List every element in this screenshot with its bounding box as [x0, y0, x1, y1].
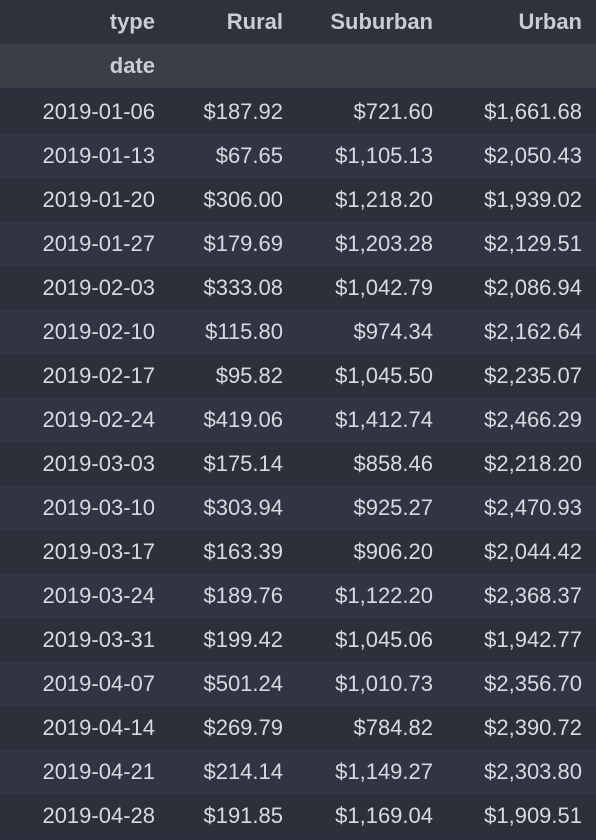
cell-urban: $2,050.43	[484, 143, 582, 168]
cell-urban: $2,235.07	[484, 363, 582, 388]
row-date: 2019-02-10	[42, 319, 155, 344]
cell-suburban: $1,218.20	[335, 187, 433, 212]
column-header-rural: Rural	[226, 9, 283, 34]
row-date: 2019-01-27	[42, 231, 155, 256]
row-date: 2019-01-20	[42, 187, 155, 212]
cell-rural: $179.69	[203, 231, 283, 256]
table-row: 2019-01-27 $179.69 $1,203.28 $2,129.51	[0, 222, 596, 266]
row-date: 2019-03-17	[42, 539, 155, 564]
table-row: 2019-03-31 $199.42 $1,045.06 $1,942.77	[0, 618, 596, 662]
cell-rural: $333.08	[203, 275, 283, 300]
cell-rural: $214.14	[203, 759, 283, 784]
column-header-urban: Urban	[518, 9, 582, 34]
cell-urban: $2,390.72	[484, 715, 582, 740]
cell-rural: $306.00	[203, 187, 283, 212]
table-row: 2019-03-24 $189.76 $1,122.20 $2,368.37	[0, 574, 596, 618]
cell-suburban: $1,412.74	[335, 407, 433, 432]
cell-suburban: $1,203.28	[335, 231, 433, 256]
cell-rural: $269.79	[203, 715, 283, 740]
cell-rural: $501.24	[203, 671, 283, 696]
table-row: 2019-04-14 $269.79 $784.82 $2,390.72	[0, 706, 596, 750]
row-date: 2019-02-17	[42, 363, 155, 388]
cell-suburban: $1,149.27	[335, 759, 433, 784]
row-date: 2019-03-03	[42, 451, 155, 476]
cell-urban: $2,218.20	[484, 451, 582, 476]
cell-urban: $1,909.51	[484, 803, 582, 828]
cell-rural: $419.06	[203, 407, 283, 432]
cell-rural: $189.76	[203, 583, 283, 608]
column-header-suburban: Suburban	[330, 9, 433, 34]
cell-suburban: $1,122.20	[335, 583, 433, 608]
cell-urban: $2,129.51	[484, 231, 582, 256]
table-row: 2019-04-07 $501.24 $1,010.73 $2,356.70	[0, 662, 596, 706]
cell-urban: $2,303.80	[484, 759, 582, 784]
table-row: 2019-01-06 $187.92 $721.60 $1,661.68	[0, 90, 596, 134]
cell-suburban: $1,169.04	[335, 803, 433, 828]
cell-rural: $187.92	[203, 99, 283, 124]
cell-urban: $2,470.93	[484, 495, 582, 520]
row-date: 2019-01-06	[42, 99, 155, 124]
row-date: 2019-04-14	[42, 715, 155, 740]
table-row: 2019-03-10 $303.94 $925.27 $2,470.93	[0, 486, 596, 530]
cell-urban: $1,942.77	[484, 627, 582, 652]
cell-suburban: $906.20	[353, 539, 433, 564]
cell-suburban: $1,045.50	[335, 363, 433, 388]
row-date: 2019-04-07	[42, 671, 155, 696]
column-header-row: type Rural Suburban Urban	[0, 0, 596, 44]
table-row: 2019-04-21 $214.14 $1,149.27 $2,303.80	[0, 750, 596, 794]
cell-rural: $95.82	[215, 363, 283, 388]
table-row: 2019-02-24 $419.06 $1,412.74 $2,466.29	[0, 398, 596, 442]
row-date: 2019-02-24	[42, 407, 155, 432]
table-row: 2019-03-17 $163.39 $906.20 $2,044.42	[0, 530, 596, 574]
cell-suburban: $925.27	[353, 495, 433, 520]
row-index-name: date	[109, 53, 155, 78]
cell-urban: $2,356.70	[484, 671, 582, 696]
table-body: 2019-01-06 $187.92 $721.60 $1,661.68 2019-01…	[0, 90, 596, 838]
cell-suburban: $721.60	[353, 99, 433, 124]
cell-suburban: $1,045.06	[335, 627, 433, 652]
row-date: 2019-02-03	[42, 275, 155, 300]
cell-suburban: $1,010.73	[335, 671, 433, 696]
column-index-name: type	[109, 9, 155, 34]
cell-urban: $2,086.94	[484, 275, 582, 300]
cell-urban: $2,466.29	[484, 407, 582, 432]
cell-rural: $199.42	[203, 627, 283, 652]
row-date: 2019-03-31	[42, 627, 155, 652]
cell-urban: $2,044.42	[484, 539, 582, 564]
table-row: 2019-02-10 $115.80 $974.34 $2,162.64	[0, 310, 596, 354]
row-date: 2019-03-10	[42, 495, 155, 520]
cell-suburban: $1,042.79	[335, 275, 433, 300]
cell-suburban: $974.34	[353, 319, 433, 344]
table-row: 2019-01-13 $67.65 $1,105.13 $2,050.43	[0, 134, 596, 178]
cell-suburban: $1,105.13	[335, 143, 433, 168]
table-row: 2019-01-20 $306.00 $1,218.20 $1,939.02	[0, 178, 596, 222]
cell-rural: $303.94	[203, 495, 283, 520]
cell-urban: $2,368.37	[484, 583, 582, 608]
cell-urban: $1,661.68	[484, 99, 582, 124]
cell-suburban: $858.46	[353, 451, 433, 476]
cell-urban: $2,162.64	[484, 319, 582, 344]
cell-rural: $191.85	[203, 803, 283, 828]
row-date: 2019-04-21	[42, 759, 155, 784]
cell-rural: $163.39	[203, 539, 283, 564]
row-date: 2019-01-13	[42, 143, 155, 168]
table-row: 2019-02-17 $95.82 $1,045.50 $2,235.07	[0, 354, 596, 398]
row-date: 2019-03-24	[42, 583, 155, 608]
cell-rural: $175.14	[203, 451, 283, 476]
row-index-header-row: date	[0, 44, 596, 88]
table-row: 2019-04-28 $191.85 $1,169.04 $1,909.51	[0, 794, 596, 838]
cell-rural: $115.80	[205, 319, 283, 344]
table-row: 2019-03-03 $175.14 $858.46 $2,218.20	[0, 442, 596, 486]
table-row: 2019-02-03 $333.08 $1,042.79 $2,086.94	[0, 266, 596, 310]
header-divider	[0, 88, 596, 90]
row-date: 2019-04-28	[42, 803, 155, 828]
cell-suburban: $784.82	[353, 715, 433, 740]
cell-urban: $1,939.02	[484, 187, 582, 212]
cell-rural: $67.65	[215, 143, 283, 168]
